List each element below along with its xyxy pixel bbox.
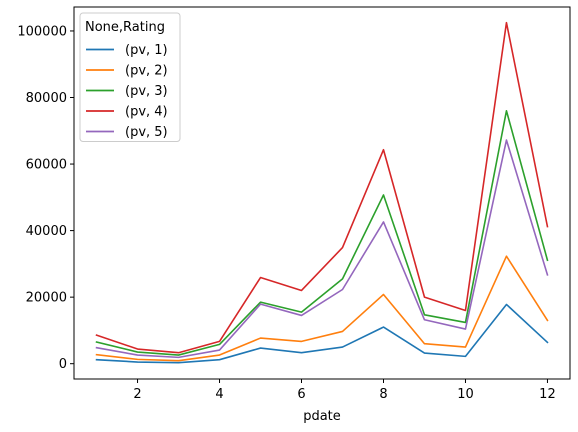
x-tick-label: 4 xyxy=(215,387,223,402)
legend-label-2: (pv, 2) xyxy=(125,64,168,79)
legend-label-3: (pv, 3) xyxy=(125,84,168,99)
x-tick-label: 2 xyxy=(133,387,141,402)
series-line-2 xyxy=(95,255,549,362)
x-tick-label: 10 xyxy=(457,387,474,402)
x-tick-label: 12 xyxy=(539,387,556,402)
series-line-4 xyxy=(95,21,549,354)
y-tick-label: 100000 xyxy=(17,24,67,39)
y-tick-label: 60000 xyxy=(26,158,67,173)
x-axis-label: pdate xyxy=(303,409,341,424)
legend: None,Rating (pv, 1) (pv, 2) (pv, 3) (pv, 4) (… xyxy=(79,12,181,142)
legend-box xyxy=(79,12,181,142)
y-tick-label: 40000 xyxy=(26,224,67,239)
series-line-5 xyxy=(95,139,549,359)
y-tick-label: 80000 xyxy=(26,91,67,106)
series-line-1 xyxy=(95,303,549,364)
y-axis: 0 20000 40000 60000 80000 100000 xyxy=(17,24,74,372)
series-line-3 xyxy=(95,110,549,356)
x-tick-label: 8 xyxy=(379,387,387,402)
legend-title: None,Rating xyxy=(85,20,165,35)
y-tick-label: 20000 xyxy=(26,291,67,306)
legend-label-5: (pv, 5) xyxy=(125,125,168,140)
x-axis: 2 4 6 8 10 12 xyxy=(133,379,556,402)
series-layer xyxy=(95,21,549,364)
x-tick-label: 6 xyxy=(297,387,305,402)
legend-label-4: (pv, 4) xyxy=(125,105,168,120)
y-tick-label: 0 xyxy=(59,357,67,372)
plot-frame xyxy=(73,6,571,380)
legend-label-1: (pv, 1) xyxy=(125,43,168,58)
